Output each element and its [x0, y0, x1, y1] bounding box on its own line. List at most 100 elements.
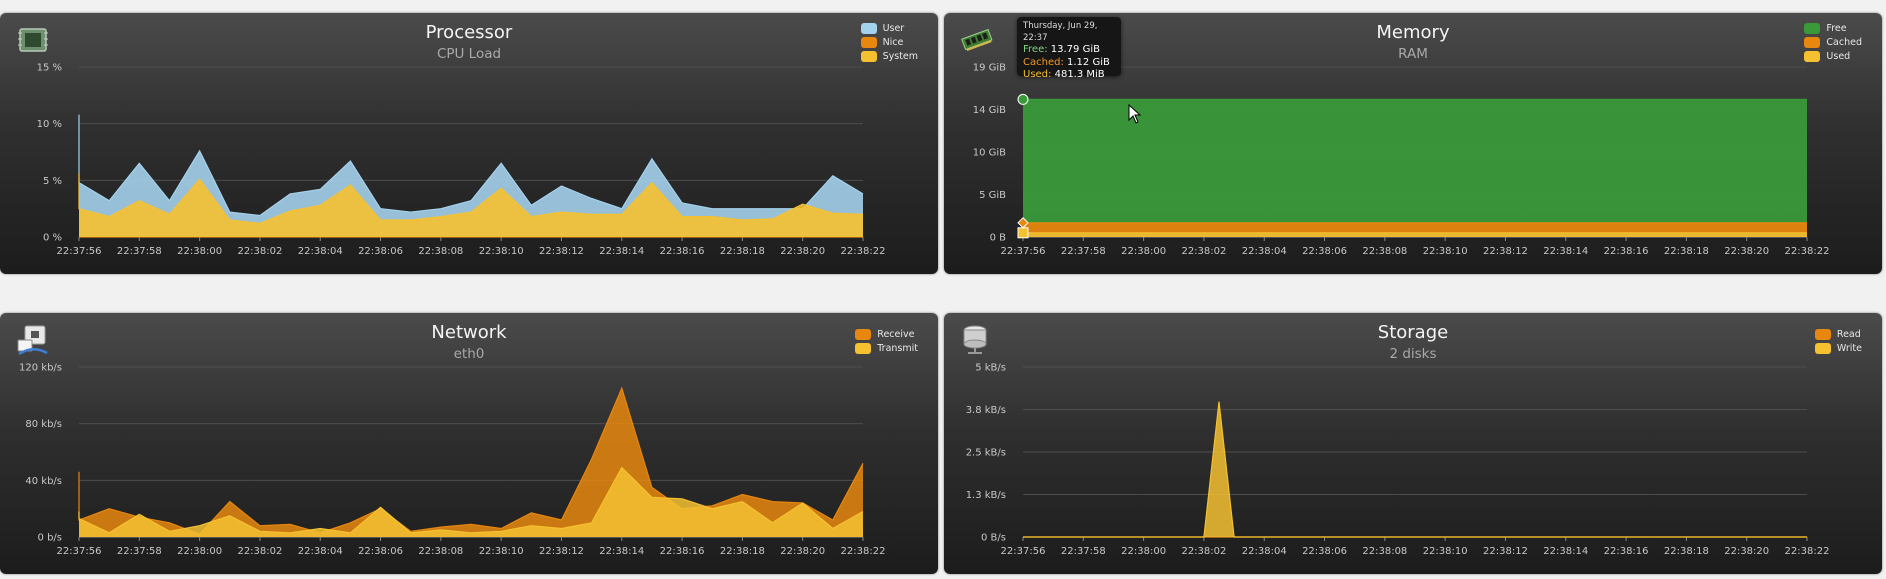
y-tick-label: 3.8 kB/s	[966, 405, 1006, 416]
panel-subtitle: RAM	[1398, 46, 1428, 62]
legend-item-used[interactable]: Used	[1804, 49, 1862, 63]
network-panel: Network eth0 120 kb/s 80 kb/s 40 kb/s 0 b/s…	[0, 313, 938, 574]
x-tick-label: 22:38:08	[1362, 246, 1407, 257]
x-tick-label: 22:38:06	[358, 246, 403, 257]
y-tick-label: 0 %	[43, 233, 62, 244]
series-line-system	[78, 173, 864, 225]
panel-title: Processor	[425, 22, 513, 43]
x-tick-label: 22:38:04	[1242, 546, 1287, 557]
series-area-cached	[1023, 222, 1807, 233]
x-tick-label: 22:38:12	[1483, 246, 1528, 257]
mouse-cursor-icon	[1128, 104, 1142, 124]
x-tick-label: 22:38:16	[1604, 246, 1649, 257]
x-tick-label: 22:38:04	[298, 546, 343, 557]
legend-label: Used	[1826, 50, 1851, 62]
x-tick-label: 22:38:18	[1664, 246, 1709, 257]
x-tick-label: 22:38:20	[780, 546, 825, 557]
panel-subtitle: 2 disks	[1389, 346, 1437, 362]
ram-module-icon	[961, 28, 993, 52]
series-area-write	[1023, 401, 1807, 537]
series-line-write	[1023, 401, 1807, 538]
hover-marker-used	[1017, 227, 1029, 239]
x-tick-label: 22:38:14	[1543, 546, 1588, 557]
legend-item-cached[interactable]: Cached	[1804, 35, 1862, 49]
y-tick-label: 1.3 kB/s	[966, 490, 1006, 501]
x-tick-label: 22:38:20	[780, 246, 825, 257]
x-tick-label: 22:38:18	[1664, 546, 1709, 557]
x-tick-label: 22:38:22	[841, 546, 886, 557]
x-tick-label: 22:38:02	[237, 546, 282, 557]
hard-disk-icon	[963, 325, 987, 354]
x-tick-label: 22:38:22	[1785, 546, 1830, 557]
cpu-panel: Processor CPU Load 15 % 10 % 5 % 0 % 22:37:5…	[0, 13, 938, 274]
x-tick-label: 22:38:16	[1604, 546, 1649, 557]
y-tick-label: 10 %	[37, 119, 62, 130]
x-tick-label: 22:38:16	[660, 546, 705, 557]
x-tick-label: 22:38:06	[358, 546, 403, 557]
storage-panel: Storage 2 disks 5 kB/s 3.8 kB/s 2.5 kB/s 1.…	[944, 313, 1882, 574]
y-tick-label: 120 kb/s	[19, 363, 62, 374]
legend-item-read[interactable]: Read	[1814, 327, 1862, 341]
legend-item-receive[interactable]: Receive	[855, 327, 918, 341]
x-tick-label: 22:38:10	[479, 546, 524, 557]
x-tick-label: 22:38:22	[1785, 246, 1830, 257]
series-line-transmit	[78, 466, 864, 534]
x-tick-label: 22:38:08	[418, 546, 463, 557]
legend-swatch	[860, 22, 877, 34]
tooltip-used-label: Used:	[1023, 69, 1052, 80]
legend-swatch	[1804, 36, 1821, 48]
x-tick-label: 22:38:10	[1423, 546, 1468, 557]
chart-legend: Read Write	[1814, 327, 1862, 355]
x-tick-label: 22:38:02	[1181, 246, 1226, 257]
x-tick-label: 22:38:18	[720, 546, 765, 557]
x-tick-label: 22:37:56	[1001, 546, 1046, 557]
y-tick-label: 5 GiB	[979, 190, 1006, 201]
x-tick-label: 22:38:00	[177, 246, 222, 257]
x-tick-label: 22:38:12	[1483, 546, 1528, 557]
y-tick-label: 15 %	[37, 63, 62, 74]
y-tick-label: 0 b/s	[38, 533, 62, 544]
panel-subtitle: eth0	[453, 346, 485, 362]
legend-label: Nice	[882, 36, 904, 48]
panel-title: Storage	[1377, 322, 1449, 343]
x-tick-label: 22:38:14	[599, 246, 644, 257]
series-area-free	[1023, 99, 1807, 223]
y-tick-label: 5 %	[43, 176, 62, 187]
chart-legend: User Nice System	[860, 21, 918, 63]
x-tick-label: 22:38:16	[660, 246, 705, 257]
x-tick-label: 22:37:56	[57, 246, 102, 257]
y-tick-label: 19 GiB	[973, 63, 1006, 74]
legend-label: Receive	[877, 328, 915, 340]
legend-item-free[interactable]: Free	[1804, 21, 1862, 35]
legend-item-system[interactable]: System	[860, 49, 918, 63]
legend-item-transmit[interactable]: Transmit	[855, 341, 918, 355]
y-tick-label: 0 B	[990, 233, 1007, 244]
x-tick-label: 22:38:06	[1302, 246, 1347, 257]
legend-item-user[interactable]: User	[860, 21, 918, 35]
series-line-user	[78, 114, 864, 217]
cpu-chip-icon	[18, 28, 48, 52]
storage-disks-chart: 5 kB/s 3.8 kB/s 2.5 kB/s 1.3 kB/s 0 B/s 22:37…	[966, 363, 1830, 558]
legend-item-write[interactable]: Write	[1814, 341, 1862, 355]
legend-item-nice[interactable]: Nice	[860, 35, 918, 49]
network-eth0-chart: 120 kb/s 80 kb/s 40 kb/s 0 b/s 22:37:56 22:37…	[19, 363, 886, 558]
y-tick-label: 2.5 kB/s	[966, 448, 1006, 459]
x-tick-label: 22:37:56	[1001, 246, 1046, 257]
legend-swatch	[860, 50, 877, 62]
x-tick-label: 22:37:58	[1061, 246, 1106, 257]
x-tick-label: 22:38:20	[1724, 246, 1769, 257]
legend-swatch	[855, 328, 872, 340]
legend-label: Cached	[1826, 36, 1862, 48]
cpu-load-chart: 15 % 10 % 5 % 0 % 22:37:56 22:37:58 22:38:00 22…	[37, 63, 886, 258]
x-tick-label: 22:38:18	[720, 246, 765, 257]
legend-label: Free	[1826, 22, 1847, 34]
tooltip-used-value: 481.3 MiB	[1054, 69, 1105, 80]
chart-tooltip: Thursday, Jun 29, 22:37 Free: 13.79 GiB …	[1017, 17, 1121, 80]
legend-label: Read	[1836, 328, 1861, 340]
series-area-transmit	[79, 467, 863, 537]
legend-swatch	[1804, 50, 1821, 62]
legend-swatch	[1804, 22, 1821, 34]
hover-marker-free	[1017, 93, 1029, 105]
y-tick-label: 14 GiB	[973, 105, 1006, 116]
x-tick-label: 22:38:00	[1121, 246, 1166, 257]
